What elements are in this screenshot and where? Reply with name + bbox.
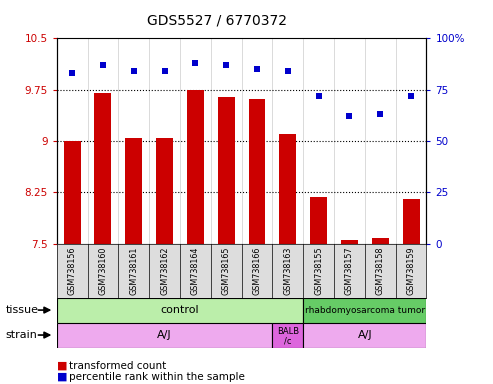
Text: A/J: A/J	[157, 330, 172, 340]
Bar	[57, 298, 303, 323]
Text: GSM738164: GSM738164	[191, 247, 200, 295]
Point	[315, 93, 322, 99]
Point	[130, 68, 138, 74]
Text: control: control	[161, 305, 199, 315]
Point	[407, 93, 415, 99]
Bar	[303, 298, 426, 323]
Bar	[248, 99, 265, 244]
Bar	[372, 238, 388, 244]
Bar	[57, 323, 272, 348]
Text: ■: ■	[57, 372, 67, 382]
Text: GSM738157: GSM738157	[345, 247, 354, 295]
Text: GSM738160: GSM738160	[99, 247, 107, 295]
Bar	[156, 138, 173, 244]
Text: GSM738165: GSM738165	[222, 247, 231, 295]
Text: GSM738161: GSM738161	[129, 247, 138, 295]
Bar	[341, 240, 358, 244]
Text: tissue: tissue	[6, 305, 39, 315]
Point	[284, 68, 292, 74]
Text: GSM738162: GSM738162	[160, 247, 169, 295]
Point	[253, 66, 261, 72]
Bar	[310, 197, 327, 244]
Text: transformed count: transformed count	[69, 361, 166, 371]
Text: BALB
/c: BALB /c	[277, 326, 299, 346]
Text: GSM738159: GSM738159	[407, 247, 416, 295]
Text: rhabdomyosarcoma tumor: rhabdomyosarcoma tumor	[305, 306, 425, 314]
Point	[161, 68, 169, 74]
Point	[68, 70, 76, 76]
Text: GDS5527 / 6770372: GDS5527 / 6770372	[147, 13, 287, 27]
Bar	[95, 93, 111, 244]
Bar	[64, 141, 80, 244]
Point	[376, 111, 384, 118]
Bar	[303, 323, 426, 348]
Bar	[187, 90, 204, 244]
Bar	[280, 134, 296, 244]
Point	[222, 62, 230, 68]
Text: strain: strain	[6, 330, 38, 340]
Bar	[125, 138, 142, 244]
Text: A/J: A/J	[357, 330, 372, 340]
Bar	[403, 199, 420, 244]
Text: ■: ■	[57, 361, 67, 371]
Text: GSM738166: GSM738166	[252, 247, 261, 295]
Bar	[218, 97, 235, 244]
Point	[346, 113, 353, 119]
Point	[99, 62, 107, 68]
Text: GSM738156: GSM738156	[68, 247, 76, 295]
Text: percentile rank within the sample: percentile rank within the sample	[69, 372, 245, 382]
Bar	[272, 323, 303, 348]
Point	[191, 60, 199, 66]
Text: GSM738158: GSM738158	[376, 247, 385, 295]
Text: GSM738163: GSM738163	[283, 247, 292, 295]
Text: GSM738155: GSM738155	[314, 247, 323, 295]
